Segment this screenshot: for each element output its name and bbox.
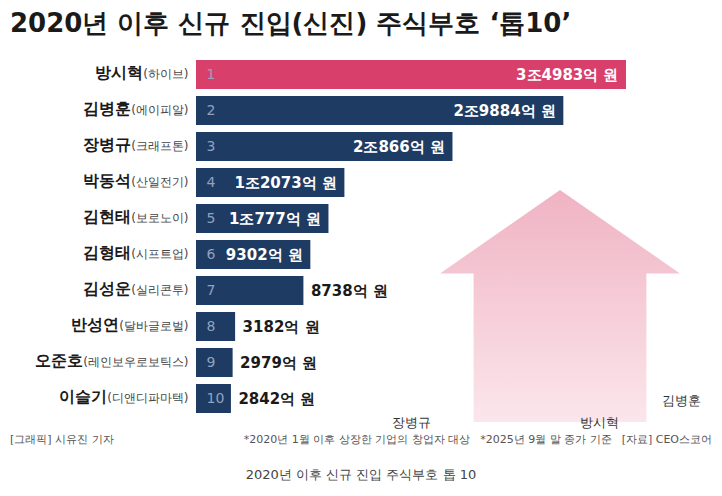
svg-text:1: 1 — [207, 66, 216, 82]
svg-text:2조866억 원: 2조866억 원 — [353, 138, 445, 156]
svg-text:3조4983억 원: 3조4983억 원 — [516, 66, 618, 84]
svg-text:반성연(달바글로벌): 반성연(달바글로벌) — [71, 315, 188, 334]
svg-text:2842억 원: 2842억 원 — [238, 390, 315, 408]
html-text:[자료] CEO스코어: [자료] CEO스코어 — [621, 433, 712, 446]
html-text:*2020년 1월 이후 상장한 기업의 창업자 대상: *2020년 1월 이후 상장한 기업의 창업자 대상 — [243, 433, 471, 446]
html-text:2020년 이후 신규 진입 주식부호 톱 10: 2020년 이후 신규 진입 주식부호 톱 10 — [245, 467, 477, 482]
svg-text:오준호(레인보우로보틱스): 오준호(레인보우로보틱스) — [35, 351, 188, 370]
svg-text:7: 7 — [207, 282, 216, 298]
svg-text:2979억 원: 2979억 원 — [240, 354, 317, 372]
svg-text:3: 3 — [207, 138, 216, 154]
svg-text:김성운(실리콘투): 김성운(실리콘투) — [83, 279, 188, 298]
svg-text:2: 2 — [207, 102, 216, 118]
svg-text:이슬기(디앤디파마텍): 이슬기(디앤디파마텍) — [59, 387, 188, 406]
svg-text:9: 9 — [207, 354, 216, 370]
svg-text:방시혁(하이브): 방시혁(하이브) — [95, 63, 188, 82]
svg-text:8738억 원: 8738억 원 — [311, 282, 388, 300]
svg-text:3182억 원: 3182억 원 — [243, 318, 320, 336]
svg-text:박동석(산일전기): 박동석(산일전기) — [83, 171, 188, 190]
svg-text:1조777억 원: 1조777억 원 — [229, 210, 321, 228]
svg-text:10: 10 — [207, 390, 225, 406]
svg-text:2조9884억 원: 2조9884억 원 — [453, 102, 555, 120]
svg-text:김현태(보로노이): 김현태(보로노이) — [83, 207, 188, 226]
html-text:방시혁: 방시혁 — [580, 415, 619, 430]
svg-text:9302억 원: 9302억 원 — [226, 246, 303, 264]
svg-text:장병규(크래프톤): 장병규(크래프톤) — [83, 135, 188, 154]
html-text:*2025년 9월 말 종가 기준: *2025년 9월 말 종가 기준 — [480, 433, 612, 446]
html-text:[그래픽] 시유진 기자: [그래픽] 시유진 기자 — [10, 433, 114, 446]
html-text:2020년 이후 신규 진입(신진) 주식부호 ‘톱10’: 2020년 이후 신규 진입(신진) 주식부호 ‘톱10’ — [10, 8, 572, 38]
svg-text:김형태(시프트업): 김형태(시프트업) — [83, 243, 188, 262]
svg-text:1조2073억 원: 1조2073억 원 — [234, 174, 336, 192]
svg-text:김병훈(에이피알): 김병훈(에이피알) — [83, 99, 188, 118]
html-text:장병규: 장병규 — [392, 415, 431, 430]
svg-text:6: 6 — [207, 246, 216, 262]
svg-text:8: 8 — [207, 318, 216, 334]
svg-text:5: 5 — [207, 210, 216, 226]
svg-text:4: 4 — [207, 174, 216, 190]
html-text:김병훈: 김병훈 — [662, 393, 701, 408]
